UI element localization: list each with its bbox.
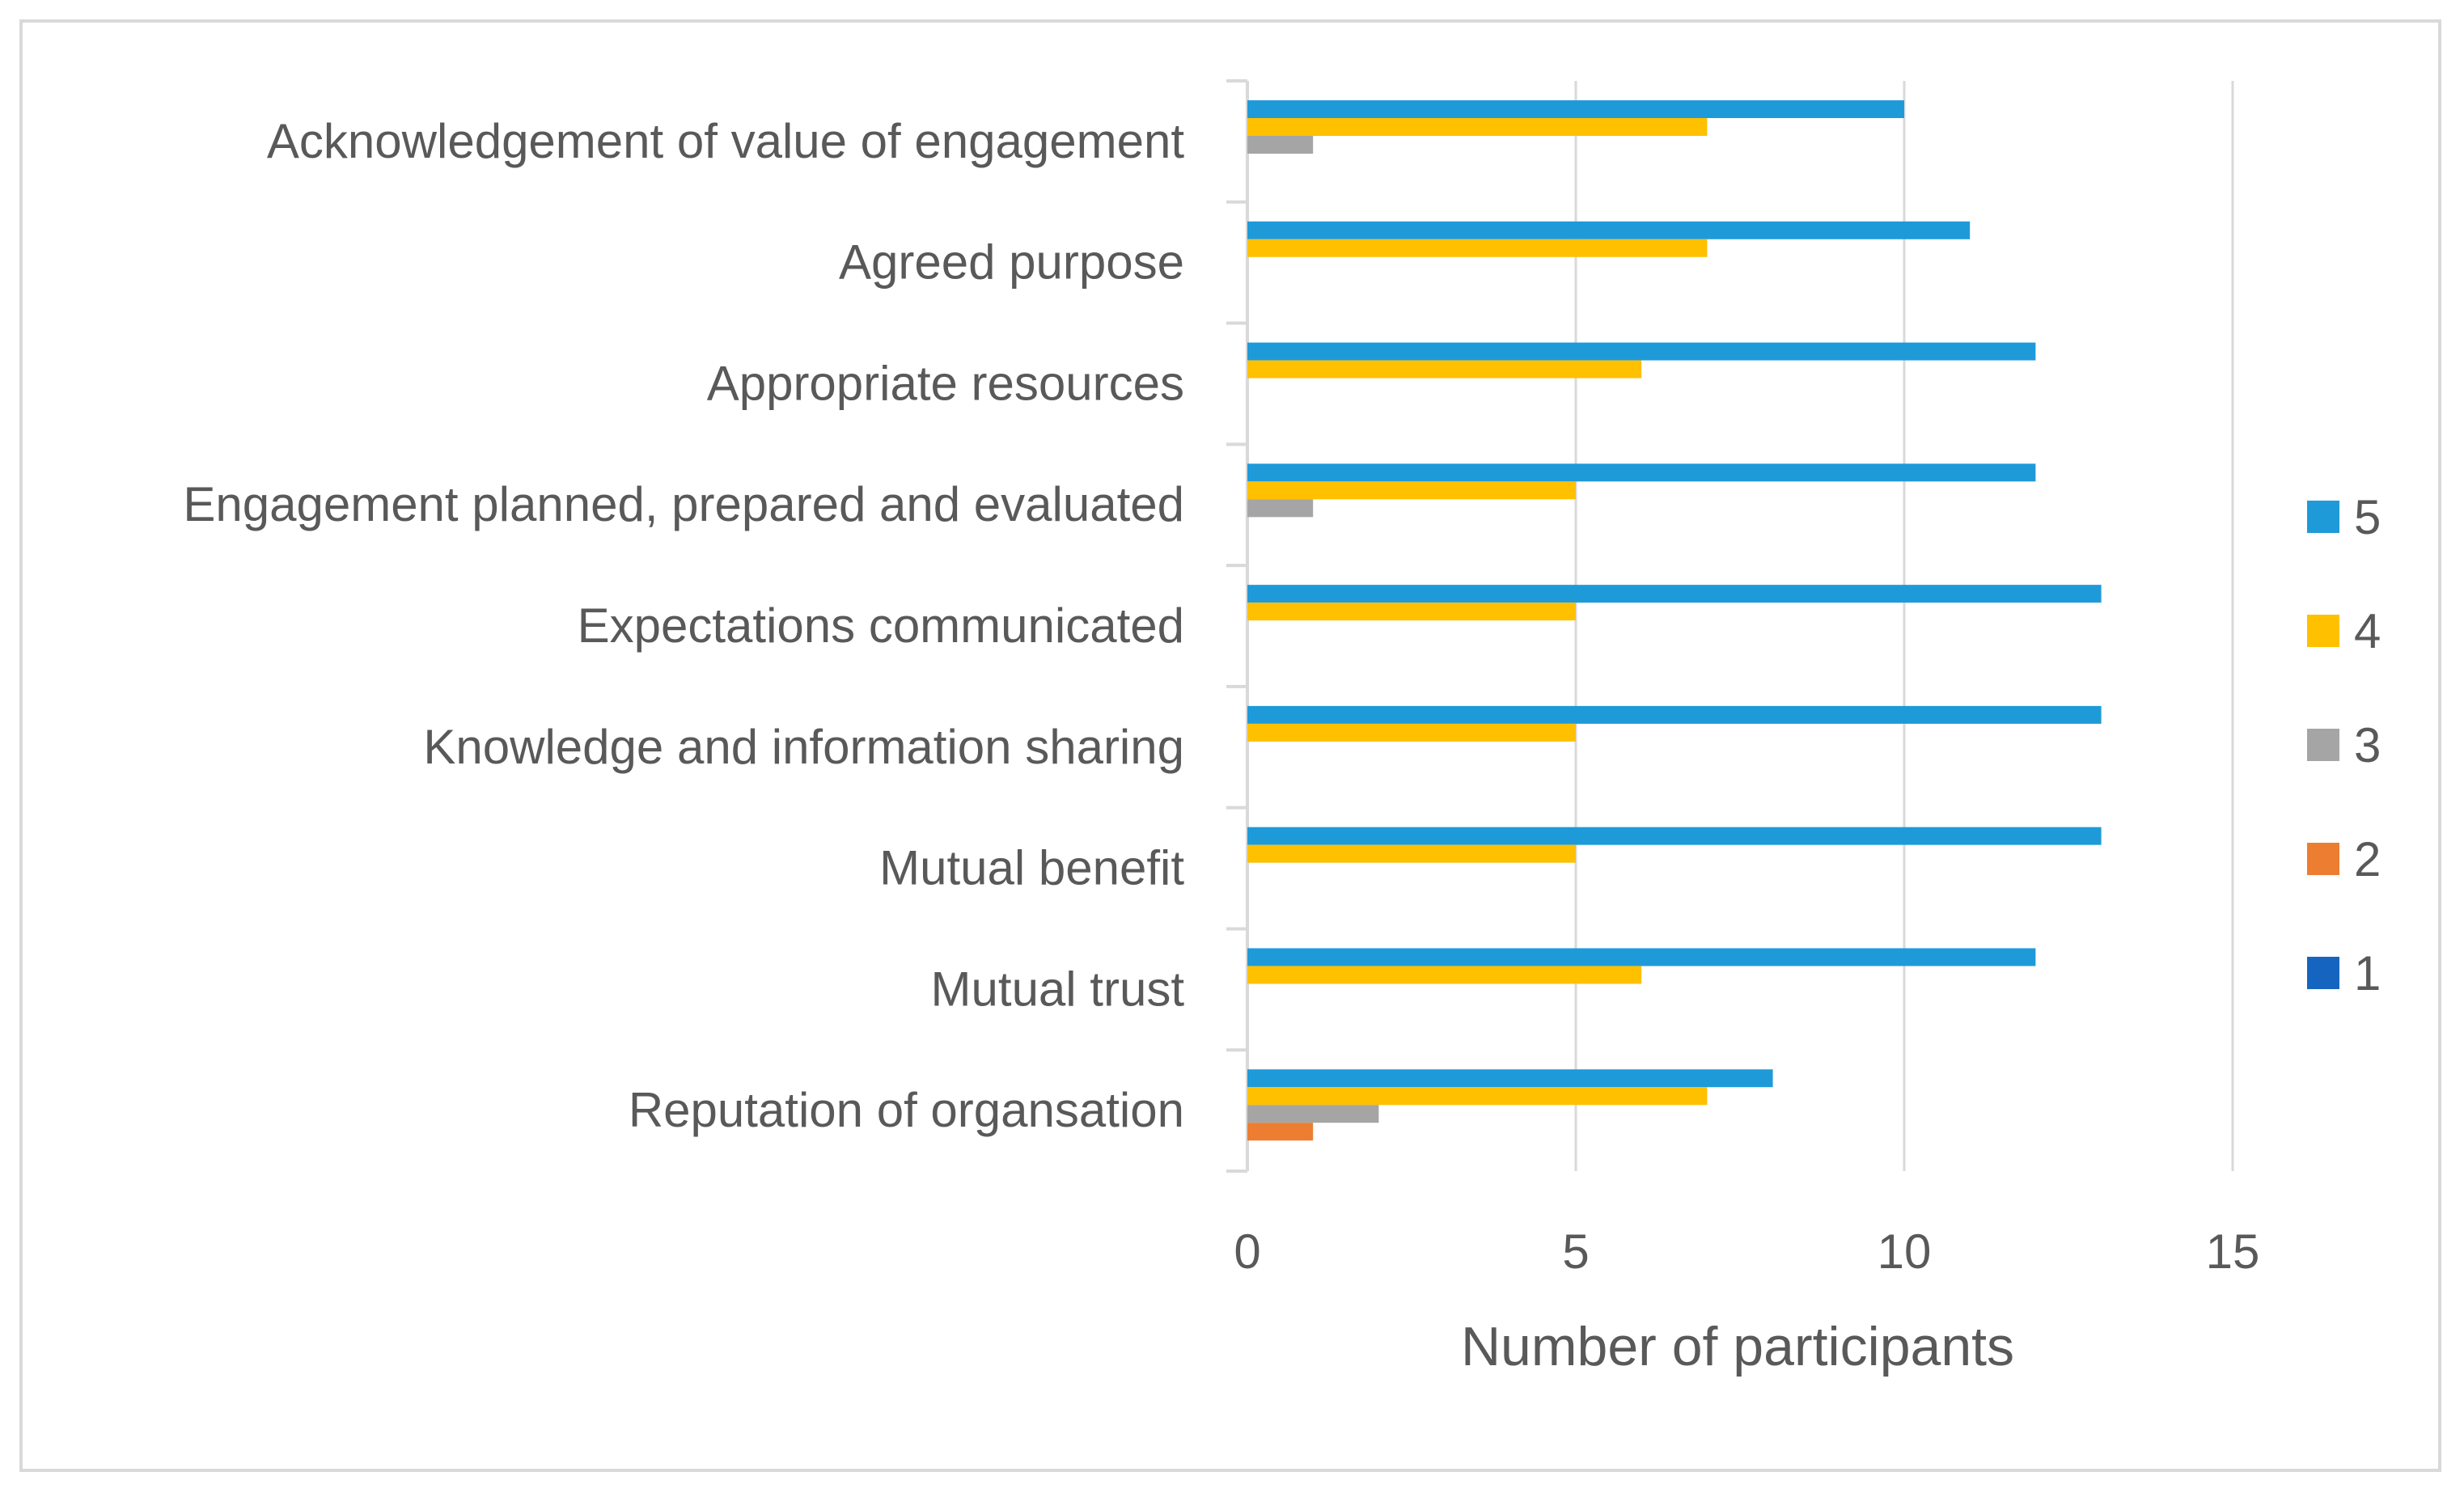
bar-mutual-benefit-series-5 <box>1247 827 2102 845</box>
bar-appropriate-resources-series-5 <box>1247 342 2036 361</box>
x-tick-0: 0 <box>1234 1224 1260 1279</box>
legend-swatch-1 <box>2307 957 2339 989</box>
bar-knowledge-and-information-sharing-series-5 <box>1247 705 2102 724</box>
legend-label-3: 3 <box>2354 718 2381 772</box>
bar-expectations-communicated-series-4 <box>1247 603 1576 621</box>
legend-swatch-5 <box>2307 501 2339 533</box>
legend-swatch-3 <box>2307 729 2339 761</box>
bar-knowledge-and-information-sharing-series-4 <box>1247 723 1576 742</box>
x-tick-15: 15 <box>2206 1224 2260 1279</box>
gridlines <box>1574 81 2234 1171</box>
x-axis-title: Number of participants <box>1461 1316 2014 1377</box>
bar-agreed-purpose-series-4 <box>1247 239 1708 257</box>
x-tick-labels: 0 5 10 15 <box>1234 1224 2259 1279</box>
bar-engagement-planned-prepared-and-evaluated-series-3 <box>1247 499 1314 518</box>
bar-reputation-of-organsation-series-4 <box>1247 1087 1708 1106</box>
legend-swatch-2 <box>2307 843 2339 875</box>
legend-swatch-4 <box>2307 615 2339 647</box>
bar-reputation-of-organsation-series-3 <box>1247 1105 1379 1123</box>
bar-engagement-planned-prepared-and-evaluated-series-4 <box>1247 481 1576 500</box>
category-label-reputation-of-organsation: Reputation of organsation <box>629 1083 1184 1137</box>
bar-acknowledgement-of-value-of-engagement-series-4 <box>1247 118 1708 136</box>
bars <box>1247 100 2102 1141</box>
bar-acknowledgement-of-value-of-engagement-series-3 <box>1247 136 1314 154</box>
bar-appropriate-resources-series-4 <box>1247 360 1642 379</box>
bar-mutual-trust-series-4 <box>1247 966 1642 984</box>
bar-agreed-purpose-series-5 <box>1247 221 1971 239</box>
category-label-expectations-communicated: Expectations communicated <box>578 598 1184 653</box>
bar-expectations-communicated-series-5 <box>1247 585 2102 603</box>
category-label-engagement-planned-prepared-and-evaluated: Engagement planned, prepared and evaluat… <box>183 477 1184 531</box>
bar-reputation-of-organsation-series-5 <box>1247 1069 1773 1088</box>
legend-label-2: 2 <box>2354 832 2381 886</box>
category-label-mutual-benefit: Mutual benefit <box>879 841 1184 895</box>
category-labels: Acknowledgement of value of engagement Ag… <box>183 114 1184 1137</box>
x-tick-10: 10 <box>1878 1224 1932 1279</box>
bar-engagement-planned-prepared-and-evaluated-series-5 <box>1247 463 2036 482</box>
chart-frame <box>19 19 2441 1472</box>
bar-acknowledgement-of-value-of-engagement-series-5 <box>1247 100 1904 118</box>
x-tick-5: 5 <box>1562 1224 1589 1279</box>
category-label-acknowledgement-of-value-of-engagement: Acknowledgement of value of engagement <box>267 114 1184 168</box>
legend-label-1: 1 <box>2354 946 2381 1000</box>
bar-mutual-benefit-series-4 <box>1247 844 1576 863</box>
legend-label-5: 5 <box>2354 490 2381 544</box>
legend-label-4: 4 <box>2354 604 2381 658</box>
category-label-appropriate-resources: Appropriate resources <box>707 356 1184 410</box>
y-axis <box>1226 79 1249 1173</box>
legend: 5 4 3 2 1 <box>2307 490 2381 1000</box>
category-label-knowledge-and-information-sharing: Knowledge and information sharing <box>423 720 1184 774</box>
bar-mutual-trust-series-5 <box>1247 948 2036 966</box>
bar-reputation-of-organsation-series-2 <box>1247 1123 1314 1141</box>
category-label-agreed-purpose: Agreed purpose <box>839 235 1184 290</box>
category-label-mutual-trust: Mutual trust <box>931 962 1185 1016</box>
